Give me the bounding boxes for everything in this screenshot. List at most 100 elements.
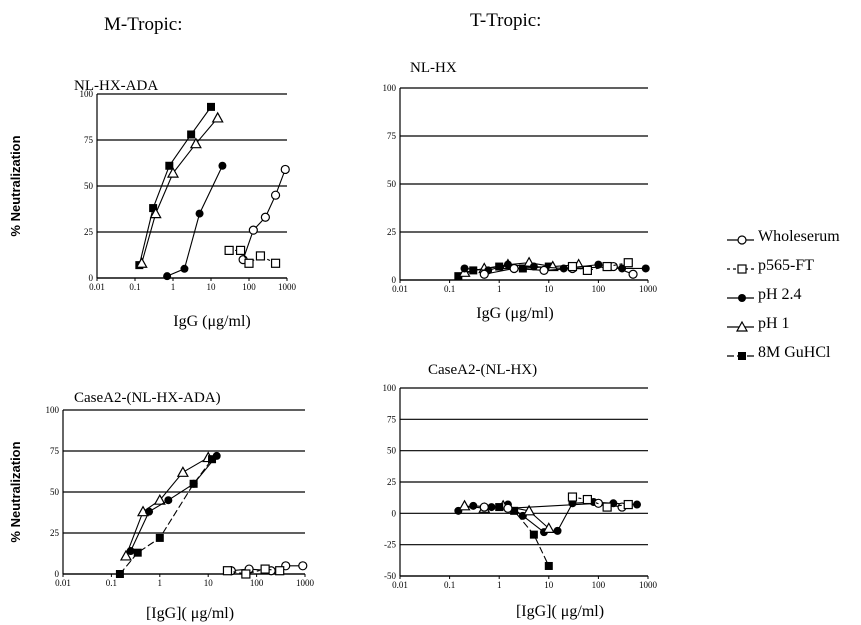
x-tick-label: 0.01	[55, 578, 71, 588]
data-point-8m-guhcl	[165, 161, 174, 170]
data-point-p565-ft	[567, 261, 578, 272]
data-point-wholeserum	[270, 190, 281, 200]
data-point-8m-guhcl	[187, 130, 196, 139]
data-point-p565-ft	[255, 251, 266, 261]
data-point-ph-2-4	[180, 264, 189, 273]
series-p565-ft	[222, 564, 285, 579]
data-point-p565-ft	[260, 564, 270, 574]
data-point-8m-guhcl	[155, 533, 164, 542]
data-point-ph-1	[523, 504, 536, 516]
data-point-wholeserum	[628, 269, 638, 279]
chart-title: CaseA2-(NL-HX)	[428, 362, 537, 378]
y-tick-label: -50	[384, 571, 396, 581]
y-tick-label: 0	[392, 508, 397, 518]
series-line-p565-ft	[572, 496, 629, 508]
data-point-8m-guhcl	[518, 264, 527, 273]
x-tick-label: 1	[497, 284, 502, 294]
x-tick-label: 100	[242, 282, 256, 292]
y-tick-label: 50	[387, 446, 397, 456]
data-point-p565-ft	[582, 265, 592, 275]
y-tick-label: 25	[50, 528, 60, 538]
y-tick-label: 100	[383, 83, 397, 93]
data-point-p565-ft	[582, 494, 592, 505]
data-point-8m-guhcl	[133, 548, 142, 557]
x-tick-label: 10	[204, 578, 214, 588]
y-tick-label: 25	[84, 227, 94, 237]
data-point-p565-ft	[623, 258, 633, 268]
data-point-p565-ft	[270, 258, 281, 268]
legend-marker	[737, 264, 747, 274]
legend-swatch-ph-2-4	[727, 294, 754, 302]
legend-marker	[737, 235, 747, 245]
data-point-ph-1	[135, 257, 148, 268]
x-axis-label: [IgG]( μg/ml)	[146, 605, 234, 622]
data-point-wholeserum	[260, 212, 270, 222]
legend-swatch-ph-1	[727, 320, 754, 332]
data-point-8m-guhcl	[454, 272, 463, 281]
legend-label-p565-ft: p565-FT	[758, 257, 814, 274]
x-tick-label: 1000	[639, 284, 658, 294]
legend-label-ph-2-4: pH 2.4	[758, 286, 802, 303]
y-tick-label: 75	[387, 131, 397, 141]
data-point-ph-2-4	[469, 501, 478, 510]
series-ph-2-4	[460, 260, 650, 275]
series-wholeserum	[238, 164, 290, 265]
legend-marker	[738, 294, 746, 302]
data-point-ph-1	[166, 166, 180, 178]
data-point-wholeserum	[298, 561, 308, 571]
y-tick-label: 75	[387, 414, 397, 424]
t-tropic-heading: T-Tropic:	[470, 10, 542, 31]
data-point-ph-2-4	[641, 264, 650, 273]
data-point-wholeserum	[503, 503, 513, 513]
legend-swatch-8m-guhcl	[727, 352, 754, 360]
x-tick-label: 0.01	[89, 282, 105, 292]
data-point-ph-1	[211, 111, 224, 123]
data-point-p565-ft	[222, 566, 233, 576]
y-axis-label: % Neutralization	[8, 441, 23, 542]
series-ph-1	[135, 111, 224, 268]
series-8m-guhcl	[495, 503, 553, 570]
data-point-ph-2-4	[126, 547, 135, 556]
y-tick-label: 50	[387, 179, 397, 189]
data-point-ph-2-4	[553, 526, 562, 535]
y-tick-label: 25	[387, 227, 397, 237]
data-point-ph-1	[542, 522, 555, 533]
data-point-ph-2-4	[559, 264, 568, 273]
y-tick-label: 25	[387, 477, 397, 487]
data-point-8m-guhcl	[544, 262, 553, 271]
x-tick-label: 0.01	[392, 284, 408, 294]
data-point-ph-2-4	[460, 264, 469, 273]
series-ph-1	[119, 451, 215, 561]
data-point-ph-2-4	[632, 500, 641, 509]
data-point-8m-guhcl	[208, 455, 217, 464]
x-tick-label: 0.01	[392, 580, 408, 590]
series-p565-ft	[224, 245, 281, 268]
x-tick-label: 1000	[278, 282, 297, 292]
series-ph-2-4	[163, 161, 227, 281]
y-tick-label: 100	[80, 89, 94, 99]
data-point-ph-1	[176, 466, 189, 477]
x-tick-label: 1000	[296, 578, 315, 588]
x-tick-label: 1	[171, 282, 176, 292]
y-tick-label: 100	[383, 383, 397, 393]
data-point-8m-guhcl	[510, 506, 519, 515]
legend-marker	[738, 352, 746, 360]
x-tick-label: 100	[592, 284, 606, 294]
series-p565-ft	[567, 492, 633, 512]
x-tick-label: 1	[158, 578, 163, 588]
y-axis-label: % Neutralization	[8, 135, 23, 236]
series-line-ph-1	[125, 457, 209, 557]
x-tick-label: 1	[497, 580, 502, 590]
data-point-ph-2-4	[163, 272, 172, 281]
data-point-ph-1	[153, 493, 166, 505]
legend-swatch-wholeserum	[727, 235, 754, 245]
series-line-8m-guhcl	[499, 506, 550, 567]
y-tick-label: 50	[50, 487, 60, 497]
data-point-p565-ft	[244, 258, 254, 268]
x-tick-label: 0.1	[444, 284, 455, 294]
data-point-p565-ft	[224, 245, 234, 255]
chart-panel-3: 0 25 50 75 100 0.01 0.1 1 10 100 1000 CaseA2-(NL-HX…	[8, 390, 315, 622]
data-point-ph-2-4	[195, 209, 204, 218]
chart-panel-4: -50 -25 0 25 50 75 100 0.01 0.1 1 10 100 1000 CaseA2-…	[383, 362, 658, 620]
